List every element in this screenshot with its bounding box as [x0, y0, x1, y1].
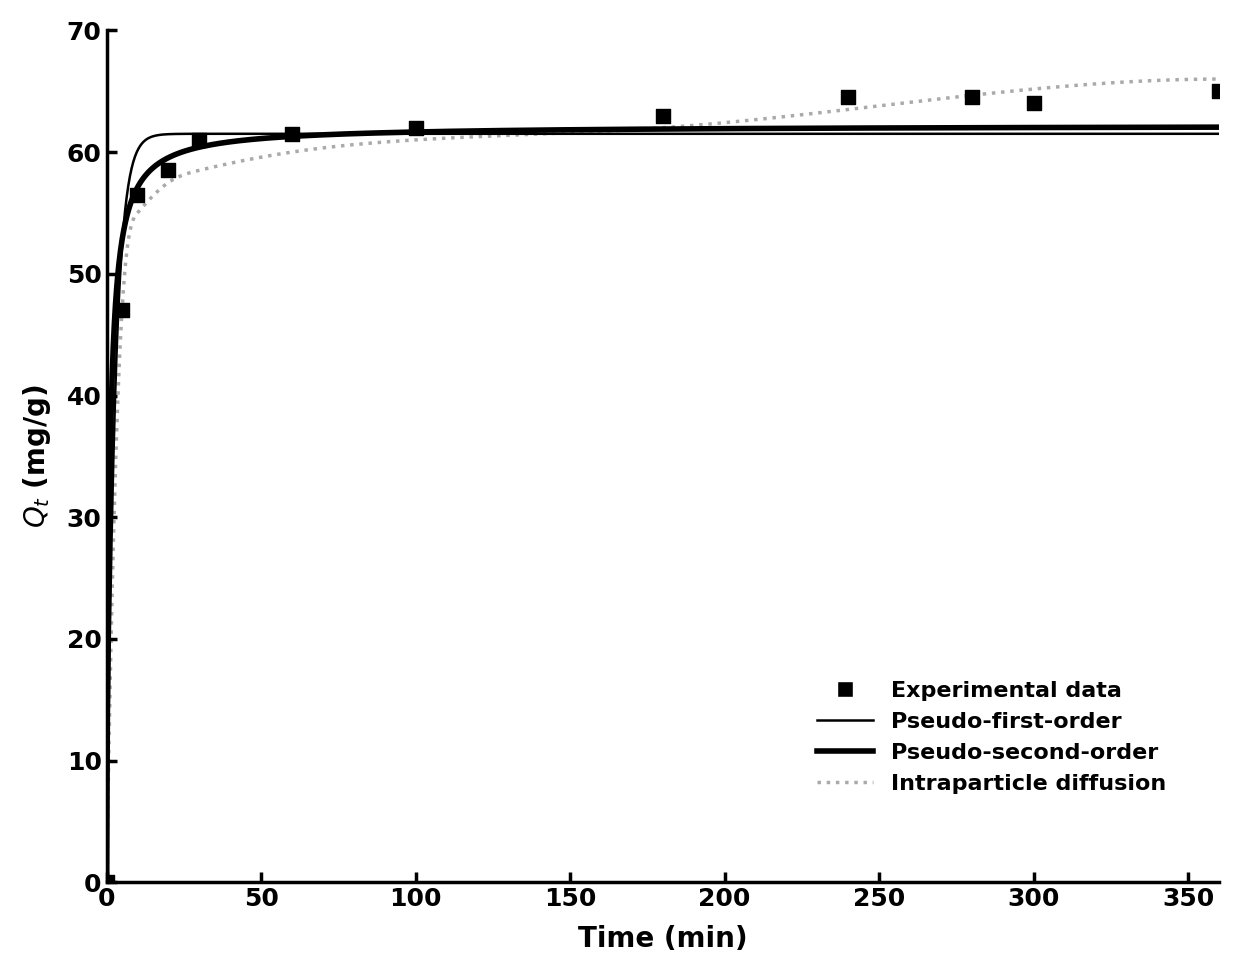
Point: [159, 163, 179, 178]
Y-axis label: $Q_t$ (mg/g): $Q_t$ (mg/g): [21, 385, 53, 528]
Point: [653, 108, 673, 124]
Point: [112, 303, 131, 318]
Point: [128, 187, 148, 203]
Point: [1209, 84, 1229, 99]
Point: [838, 90, 858, 105]
Point: [1024, 95, 1044, 111]
X-axis label: Time (min): Time (min): [578, 925, 748, 954]
Point: [281, 126, 301, 141]
Point: [405, 120, 425, 135]
Legend: Experimental data, Pseudo-first-order, Pseudo-second-order, Intraparticle diffus: Experimental data, Pseudo-first-order, P…: [808, 672, 1174, 804]
Point: [190, 132, 210, 148]
Point: [962, 90, 982, 105]
Point: [97, 875, 117, 890]
